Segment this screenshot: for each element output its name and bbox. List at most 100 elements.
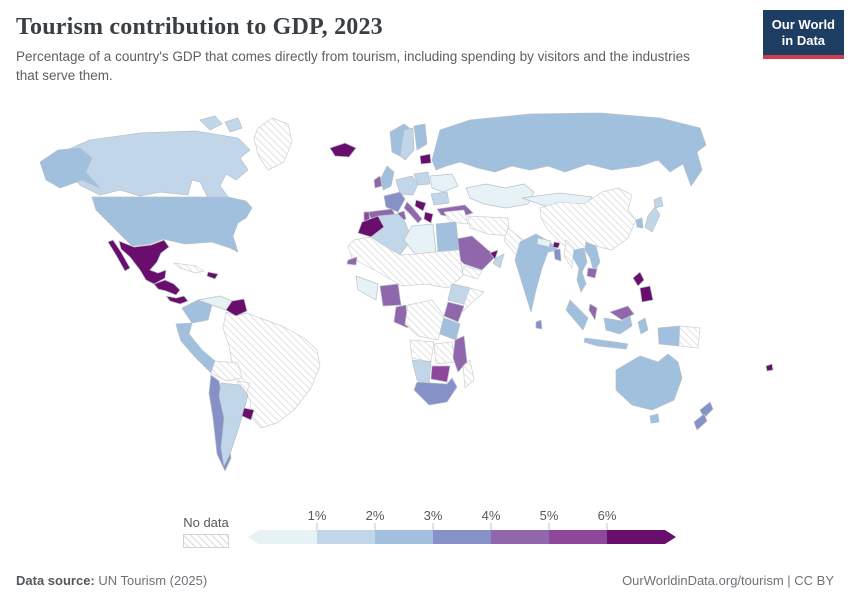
region-cuba-no-data[interactable] [173,262,205,274]
region-canada[interactable] [61,130,251,199]
region-tasmania[interactable] [649,413,660,424]
region-finland[interactable] [413,123,428,151]
legend-tick-label: 1% [308,508,327,523]
region-ireland[interactable] [373,175,383,189]
region-uruguay[interactable] [241,407,255,421]
region-egypt[interactable] [435,221,460,253]
region-philippines[interactable] [632,271,645,287]
region-new-zealand-south[interactable] [693,413,708,431]
region-iraq-syria-no-data[interactable] [443,209,469,225]
region-arctic-island[interactable] [224,117,243,133]
region-bhutan[interactable] [552,241,561,249]
region-botswana[interactable] [430,365,451,383]
region-libya[interactable] [403,223,437,255]
region-papua-new-guinea-no-data[interactable] [678,325,701,349]
legend-bin-6-plus[interactable] [607,530,665,544]
legend-no-data-swatch[interactable] [183,534,229,548]
region-uk[interactable] [380,165,395,191]
region-namibia[interactable] [411,359,432,385]
region-guyana[interactable] [225,298,248,317]
region-yemen-no-data[interactable] [461,265,483,280]
footer: Data source: UN Tourism (2025) OurWorldi… [16,573,834,588]
owid-logo-line1: Our World [771,17,835,32]
region-south-korea[interactable] [635,217,644,229]
region-panama[interactable] [165,295,189,305]
region-australia[interactable] [615,353,683,411]
region-china-no-data[interactable] [539,187,637,253]
region-germany[interactable] [395,175,419,196]
region-sweden[interactable] [399,127,415,161]
region-indonesia-sulawesi[interactable] [637,317,649,335]
region-japan[interactable] [644,206,661,233]
region-iceland[interactable] [329,142,357,158]
region-uae[interactable] [489,249,499,260]
credit-link[interactable]: OurWorldinData.org/tourism | CC BY [622,573,834,588]
region-poland[interactable] [413,171,431,186]
region-ukraine[interactable] [429,173,459,193]
region-russia[interactable] [431,112,707,187]
chart-subtitle: Percentage of a country's GDP that comes… [16,49,690,83]
region-arctic-island[interactable] [199,115,223,131]
region-bangladesh[interactable] [553,248,562,262]
region-malaysia-peninsular[interactable] [588,303,598,321]
region-india[interactable] [514,233,559,313]
owid-logo[interactable]: Our World in Data [762,10,844,59]
region-romania[interactable] [430,191,450,206]
region-dr-congo-no-data[interactable] [404,299,445,341]
region-kenya[interactable] [443,301,465,323]
legend-bin-2-3[interactable] [375,530,433,544]
region-mexico[interactable] [118,239,170,285]
legend-bin-1-2[interactable] [317,530,375,544]
region-croatia[interactable] [414,199,427,212]
region-sahel-sudan-no-data[interactable] [347,236,464,289]
region-senegal[interactable] [346,256,358,266]
region-madagascar-no-data[interactable] [462,359,475,389]
region-cameroon-gabon[interactable] [393,304,409,329]
region-indonesia-borneo[interactable] [603,315,633,335]
region-central-america[interactable] [153,279,181,296]
region-indonesia-java[interactable] [583,337,629,350]
region-nepal[interactable] [536,237,552,248]
region-greenland-no-data[interactable] [253,117,293,171]
world-map [39,112,774,472]
region-baltics[interactable] [419,153,432,165]
region-mozambique[interactable] [452,335,468,373]
region-italy[interactable] [403,201,423,224]
legend-no-data[interactable]: No data [183,515,229,548]
legend-tick-label: 5% [540,508,559,523]
header: Tourism contribution to GDP, 2023 Percen… [16,14,754,86]
region-kazakhstan[interactable] [465,183,535,209]
region-alaska[interactable] [39,147,101,189]
region-indonesia-papua[interactable] [657,325,681,347]
region-philippines[interactable] [639,285,654,303]
region-ghana-ivory-coast[interactable] [355,275,379,301]
region-usa[interactable] [91,196,253,253]
region-cambodia[interactable] [586,267,598,279]
region-angola-no-data[interactable] [409,339,435,363]
region-myanmar-no-data[interactable] [563,239,575,269]
region-iran-afghanistan-no-data[interactable] [467,215,511,237]
region-peru[interactable] [177,331,216,374]
region-japan-hokkaido[interactable] [653,196,664,209]
region-fiji[interactable] [765,363,774,372]
region-mexico-baja[interactable] [107,239,131,272]
region-argentina[interactable] [218,382,249,467]
region-zambia-zimbabwe-no-data[interactable] [433,341,456,365]
legend-bin-3-4[interactable] [433,530,491,544]
region-hispaniola[interactable] [206,271,219,280]
legend-bin-4-5[interactable] [491,530,549,544]
region-sri-lanka[interactable] [535,319,543,330]
region-malaysia-borneo[interactable] [609,305,635,321]
region-thailand[interactable] [572,247,588,293]
legend-bin-5-6[interactable] [549,530,607,544]
region-indonesia-sumatra[interactable] [565,299,589,331]
region-france[interactable] [383,191,406,213]
region-south-africa[interactable] [413,377,458,406]
region-oman[interactable] [492,253,505,269]
legend-bin-0-1[interactable] [259,530,317,544]
region-greece[interactable] [423,211,434,224]
region-colombia[interactable] [181,299,213,324]
region-nigeria[interactable] [379,283,402,307]
region-bolivia-no-data[interactable] [210,360,243,382]
